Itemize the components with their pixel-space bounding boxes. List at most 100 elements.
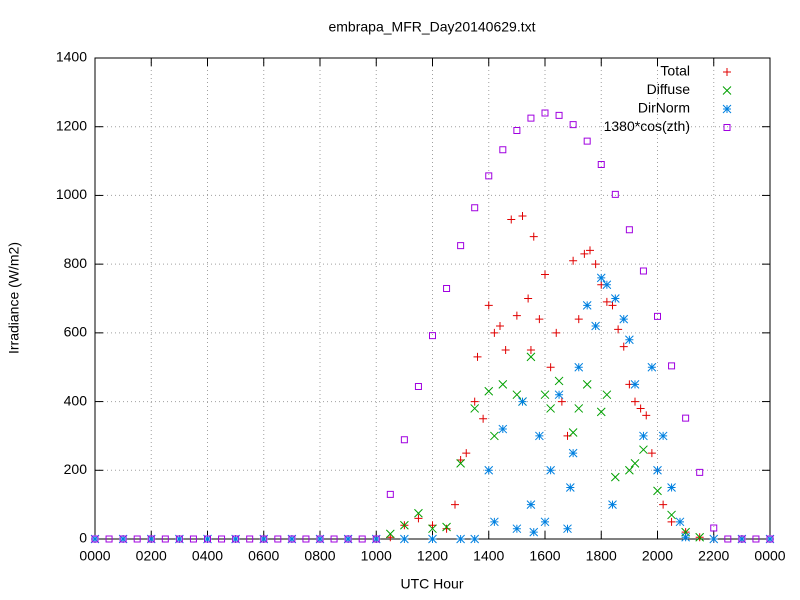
data-point xyxy=(667,517,676,526)
data-point xyxy=(541,109,549,117)
data-point xyxy=(479,414,488,423)
data-point xyxy=(541,270,549,279)
data-point xyxy=(203,534,212,544)
data-point xyxy=(619,314,629,324)
x-axis-label: UTC Hour xyxy=(400,576,463,592)
x-tick-label: 0600 xyxy=(248,548,279,564)
data-point xyxy=(358,535,366,543)
data-point xyxy=(574,404,584,413)
data-point xyxy=(414,514,423,523)
data-point xyxy=(400,534,409,544)
data-point xyxy=(246,535,254,543)
data-point xyxy=(133,535,141,543)
data-point xyxy=(591,260,600,269)
data-point xyxy=(490,431,499,441)
data-point xyxy=(512,311,521,320)
data-point xyxy=(569,121,577,129)
x-tick-label: 1400 xyxy=(473,548,504,564)
data-point xyxy=(586,246,594,255)
data-point xyxy=(496,321,504,330)
data-point xyxy=(414,382,422,390)
data-point xyxy=(161,535,169,543)
data-point xyxy=(630,380,640,389)
data-point xyxy=(498,424,508,434)
data-point xyxy=(535,431,544,441)
data-point xyxy=(582,380,592,389)
data-point xyxy=(512,524,522,534)
data-point xyxy=(608,500,617,509)
data-point xyxy=(540,517,550,527)
y-axis-label: Irradiance (W/m2) xyxy=(6,242,22,354)
legend-marker xyxy=(723,68,731,76)
data-point xyxy=(218,535,226,543)
data-point xyxy=(610,294,620,303)
data-point xyxy=(696,468,704,476)
data-point xyxy=(473,352,482,361)
data-point xyxy=(565,483,575,492)
data-point xyxy=(428,521,437,530)
data-point xyxy=(330,535,338,543)
y-tick-label: 1000 xyxy=(56,186,87,202)
y-tick-label: 800 xyxy=(64,255,88,271)
data-point xyxy=(596,273,606,283)
data-point xyxy=(512,390,522,400)
data-point xyxy=(146,534,156,544)
data-point xyxy=(119,535,127,543)
data-point xyxy=(343,534,353,544)
data-point xyxy=(668,362,676,370)
data-point xyxy=(484,386,494,396)
data-point xyxy=(546,465,555,475)
x-tick-label: 2000 xyxy=(642,548,673,564)
data-point xyxy=(596,407,606,417)
data-point xyxy=(231,534,240,544)
data-point xyxy=(288,535,296,543)
data-point xyxy=(765,534,775,544)
data-point xyxy=(647,362,657,372)
data-point xyxy=(546,363,555,372)
data-point xyxy=(105,535,113,543)
y-tick-label: 200 xyxy=(64,461,88,477)
data-point xyxy=(259,534,269,544)
data-point xyxy=(400,436,408,444)
data-point xyxy=(639,445,648,455)
data-point xyxy=(658,431,668,441)
data-point xyxy=(591,321,600,331)
data-point xyxy=(526,352,536,362)
data-point xyxy=(90,534,100,544)
data-point xyxy=(554,376,564,386)
data-point xyxy=(484,301,493,310)
x-tick-label: 1000 xyxy=(361,548,392,564)
data-point xyxy=(636,404,645,413)
data-point xyxy=(484,465,494,475)
legend-marker xyxy=(722,86,732,95)
y-tick-label: 400 xyxy=(64,392,88,408)
data-point xyxy=(552,328,561,337)
data-point xyxy=(582,301,592,310)
data-point xyxy=(568,428,578,437)
y-tick-label: 1200 xyxy=(56,117,87,133)
chart-title: embrapa_MFR_Day20140629.txt xyxy=(328,19,535,35)
data-point xyxy=(631,397,639,406)
data-point xyxy=(526,500,536,509)
data-point xyxy=(371,534,381,544)
data-point xyxy=(574,315,583,324)
data-point xyxy=(386,533,395,542)
data-point xyxy=(526,346,535,355)
data-point xyxy=(639,431,648,441)
data-point xyxy=(513,126,521,134)
x-tick-label: 0800 xyxy=(304,548,335,564)
data-point xyxy=(400,520,409,530)
data-point xyxy=(471,204,479,212)
legend-label: 1380*cos(zth) xyxy=(604,118,690,134)
data-point xyxy=(554,390,564,400)
data-point xyxy=(485,172,493,180)
legend-marker xyxy=(723,124,731,131)
x-tick-label: 0400 xyxy=(192,548,223,564)
data-point xyxy=(752,535,760,543)
data-point xyxy=(675,517,685,527)
data-point xyxy=(372,535,380,543)
data-point xyxy=(470,404,480,413)
data-point xyxy=(260,535,268,543)
